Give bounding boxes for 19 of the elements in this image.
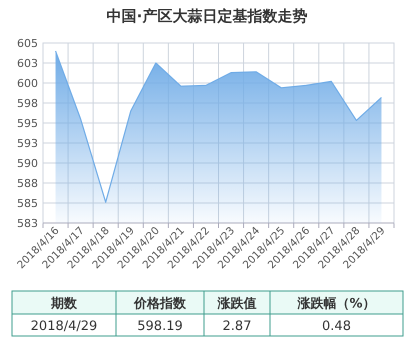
y-tick-label: 598 — [17, 97, 38, 110]
y-tick-label: 593 — [17, 137, 38, 150]
text: 涨跌幅（%） — [296, 296, 376, 312]
y-tick-label: 605 — [17, 37, 38, 50]
y-tick-label: 600 — [17, 77, 38, 90]
text: 期数 — [50, 296, 78, 312]
text: 598.19 — [137, 319, 183, 334]
y-tick-label: 588 — [17, 177, 38, 190]
y-tick-label: 583 — [17, 217, 38, 230]
text: 2.87 — [222, 319, 252, 334]
y-tick-label: 590 — [17, 157, 38, 170]
text: 0.48 — [322, 319, 351, 334]
text: 2018/4/29 — [30, 319, 98, 334]
y-tick-label: 603 — [17, 57, 38, 70]
text: 涨跌值 — [216, 296, 256, 312]
text: 价格指数 — [133, 296, 187, 312]
chart-title: 中国·产区大蒜日定基指数走势 — [106, 7, 308, 25]
y-tick-label: 585 — [17, 197, 38, 210]
y-tick-label: 595 — [17, 117, 38, 130]
